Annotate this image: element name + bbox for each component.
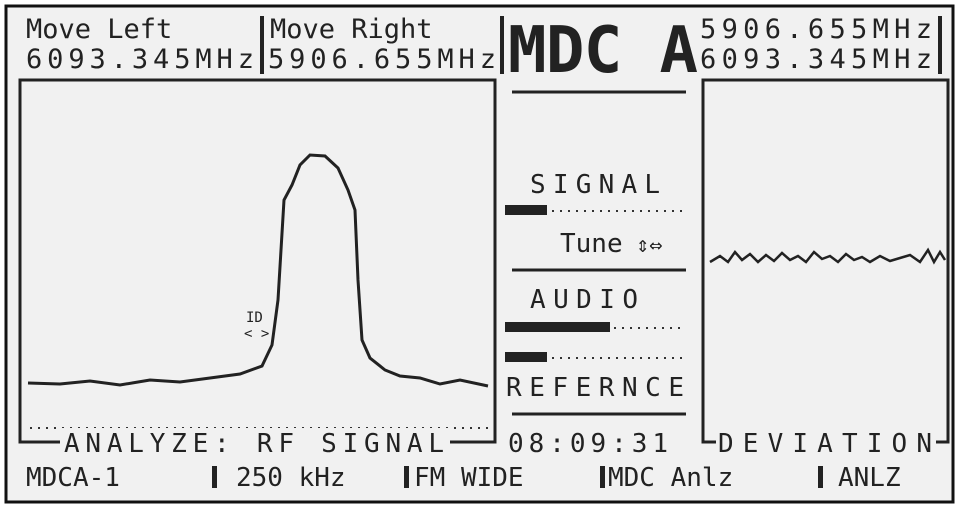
title: MDC A <box>508 14 698 88</box>
label-bg <box>716 428 936 456</box>
status-item: MDCA-1 <box>26 463 120 493</box>
move-left-label: Move Left <box>26 14 172 45</box>
tune-label: Tune <box>560 229 623 259</box>
display <box>4 4 955 504</box>
move-left-freq: 6093.345MHz <box>26 44 254 75</box>
separator <box>600 466 605 488</box>
freq-1: 5906.655MHz <box>700 14 932 45</box>
freq-2: 6093.345MHz <box>700 44 932 75</box>
ref-meter <box>505 352 547 362</box>
status-item: MDC Anlz <box>608 463 733 493</box>
label-bg <box>60 428 450 456</box>
marker-label: ID <box>246 310 263 326</box>
panel-label: DEVIATION <box>718 429 932 459</box>
spectrum-trace <box>27 153 489 388</box>
move-right-label: Move Right <box>270 14 433 45</box>
separator <box>404 466 409 488</box>
audio-meter <box>505 322 610 332</box>
deviation-trace <box>709 247 947 265</box>
separator <box>212 466 217 488</box>
separator <box>818 466 823 488</box>
tune-arrows: ⇕⇔ <box>636 233 663 258</box>
marker-arrows: < > <box>244 326 269 342</box>
move-right-freq: 5906.655MHz <box>268 44 496 75</box>
signal-meter <box>505 205 547 215</box>
status-item: ANLZ <box>838 463 901 493</box>
status-item: 250 kHz <box>236 463 346 493</box>
status-item: FM WIDE <box>414 463 524 493</box>
